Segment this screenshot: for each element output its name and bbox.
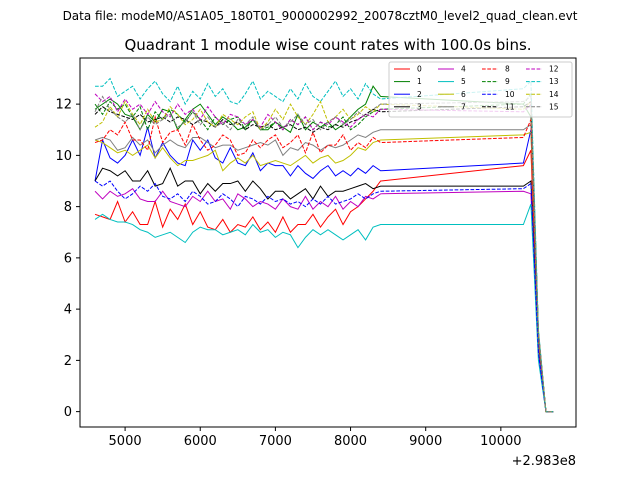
legend-label-15: 15 bbox=[549, 102, 559, 111]
series-line-9 bbox=[94, 92, 554, 413]
series-line-14 bbox=[94, 100, 554, 413]
series-line-6 bbox=[94, 131, 554, 413]
axes-frame bbox=[79, 57, 577, 428]
legend-label-3: 3 bbox=[417, 102, 422, 111]
legend-label-8: 8 bbox=[505, 65, 510, 74]
legend-label-2: 2 bbox=[417, 90, 422, 99]
series-line-13 bbox=[95, 77, 554, 413]
series-line-5 bbox=[94, 203, 554, 413]
legend-label-0: 0 bbox=[417, 65, 422, 74]
series-line-15 bbox=[94, 95, 554, 413]
y-tick-label: 6 bbox=[64, 251, 72, 266]
y-tick-label: 0 bbox=[64, 405, 72, 420]
series-line-3 bbox=[94, 166, 554, 413]
legend-label-4: 4 bbox=[461, 65, 466, 74]
y-tick-label: 8 bbox=[64, 200, 72, 215]
plot-lines bbox=[94, 77, 554, 413]
legend-label-1: 1 bbox=[417, 77, 422, 86]
x-tick-label: 9000 bbox=[409, 434, 442, 449]
x-offset-label: +2.983e8 bbox=[512, 454, 576, 469]
legend-frame bbox=[388, 61, 573, 118]
figure-suptitle: Data file: modeM0/AS1A05_180T01_90000029… bbox=[63, 9, 578, 23]
legend-label-10: 10 bbox=[505, 90, 515, 99]
series-line-10 bbox=[94, 180, 554, 413]
x-tick-label: 8000 bbox=[334, 434, 367, 449]
legend-label-12: 12 bbox=[549, 65, 559, 74]
series-line-1 bbox=[94, 85, 554, 413]
y-tick-label: 4 bbox=[64, 303, 72, 318]
series-line-12 bbox=[94, 93, 554, 413]
legend-label-14: 14 bbox=[549, 90, 559, 99]
x-tick-label: 5000 bbox=[109, 434, 142, 449]
x-axis: 5000 6000 7000 8000 9000 10000 bbox=[109, 427, 522, 449]
y-tick-label: 10 bbox=[55, 149, 72, 164]
series-line-2 bbox=[94, 127, 554, 413]
legend-label-7: 7 bbox=[461, 102, 466, 111]
y-tick-label: 12 bbox=[55, 98, 72, 113]
x-tick-label: 10000 bbox=[480, 434, 521, 449]
y-tick-label: 2 bbox=[64, 354, 72, 369]
series-line-0 bbox=[94, 150, 554, 413]
x-tick-label: 7000 bbox=[259, 434, 292, 449]
legend-label-11: 11 bbox=[505, 102, 515, 111]
y-axis: 0 2 4 6 8 10 12 bbox=[55, 98, 80, 420]
legend-label-6: 6 bbox=[461, 90, 466, 99]
chart-title: Quadrant 1 module wise count rates with … bbox=[124, 36, 531, 54]
legend-label-5: 5 bbox=[461, 77, 466, 86]
legend-label-13: 13 bbox=[549, 77, 559, 86]
legend-label-9: 9 bbox=[505, 77, 510, 86]
x-tick-label: 6000 bbox=[184, 434, 217, 449]
series-line-8 bbox=[94, 114, 554, 413]
